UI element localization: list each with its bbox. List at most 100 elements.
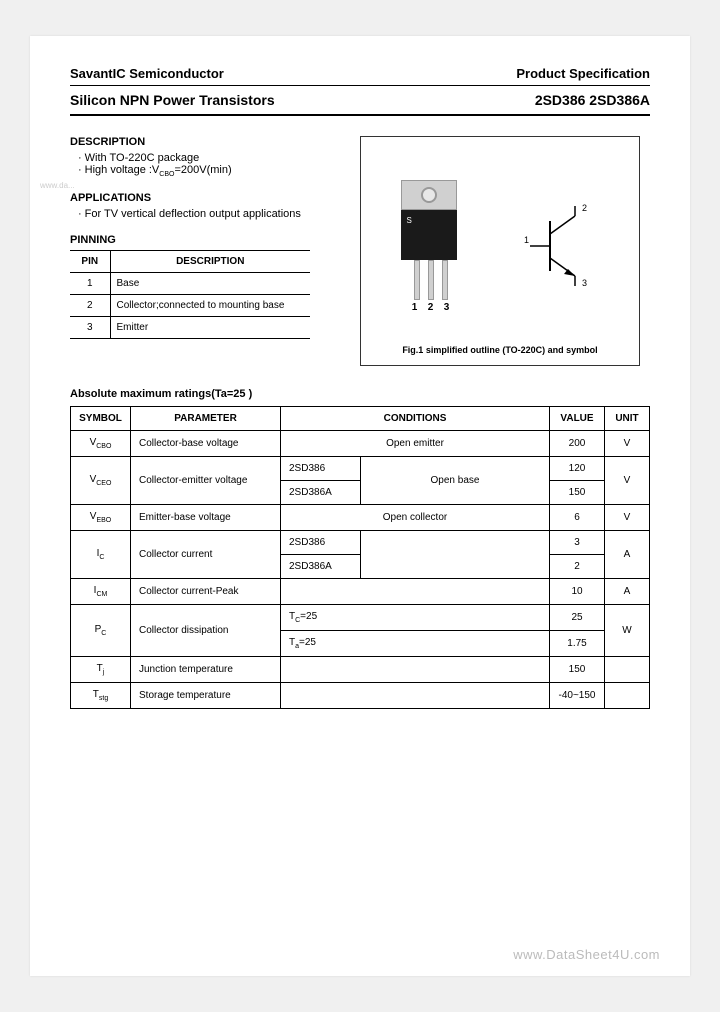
cell-symbol: Tj [71, 657, 131, 683]
cell-param: Collector current-Peak [131, 579, 281, 605]
figure-box: S 1 2 3 2 1 [360, 136, 640, 366]
cell-cond [281, 579, 550, 605]
svg-text:3: 3 [582, 278, 587, 288]
cell-unit: A [605, 579, 650, 605]
description-list: With TO-220C package High voltage :VCBO=… [78, 152, 340, 178]
pin-desc: Collector;connected to mounting base [110, 295, 310, 317]
package-body-label: S [407, 216, 412, 225]
cell-cond [361, 531, 550, 579]
cell-value: 150 [550, 481, 605, 505]
title-row: Silicon NPN Power Transistors 2SD386 2SD… [70, 86, 650, 116]
cell-param: Collector current [131, 531, 281, 579]
pin-num: 3 [70, 317, 110, 339]
cell-cond [281, 683, 550, 709]
svg-text:1: 1 [524, 235, 529, 245]
cell-value: 120 [550, 457, 605, 481]
pin-desc: Emitter [110, 317, 310, 339]
description-title: DESCRIPTION [70, 136, 340, 148]
desc-item: With TO-220C package [78, 152, 340, 164]
cell-param: Collector dissipation [131, 605, 281, 657]
cell-value: 200 [550, 431, 605, 457]
app-item: For TV vertical deflection output applic… [78, 208, 340, 220]
table-row: Tj Junction temperature 150 [71, 657, 650, 683]
top-section: DESCRIPTION With TO-220C package High vo… [70, 136, 650, 366]
cell-value: 10 [550, 579, 605, 605]
datasheet-page: SavantIC Semiconductor Product Specifica… [30, 36, 690, 976]
cell-unit [605, 657, 650, 683]
cell-unit [605, 683, 650, 709]
pinning-title: PINNING [70, 234, 340, 246]
pinning-table: PIN DESCRIPTION 1 Base 2 Collector;conne… [70, 250, 310, 339]
cell-unit: V [605, 431, 650, 457]
cell-value: 6 [550, 505, 605, 531]
to220-package-icon: S 1 2 3 [401, 180, 461, 313]
cell-unit: V [605, 457, 650, 505]
cell-value: 2 [550, 555, 605, 579]
desc-item: High voltage :VCBO=200V(min) [78, 164, 340, 178]
table-row: VEBO Emitter-base voltage Open collector… [71, 505, 650, 531]
cell-symbol: VCBO [71, 431, 131, 457]
footer-watermark: www.DataSheet4U.com [513, 947, 660, 962]
table-row: IC Collector current 2SD386 3 A [71, 531, 650, 555]
left-column: DESCRIPTION With TO-220C package High vo… [70, 136, 340, 366]
cell-cond: Open emitter [281, 431, 550, 457]
col-cond: CONDITIONS [281, 407, 550, 431]
table-row: VCBO Collector-base voltage Open emitter… [71, 431, 650, 457]
ratings-title: Absolute maximum ratings(Ta=25 ) [70, 388, 650, 400]
cell-sub: 2SD386 [281, 457, 361, 481]
cell-value: 1.75 [550, 631, 605, 657]
cell-cond: Open base [361, 457, 550, 505]
table-header-row: PIN DESCRIPTION [70, 251, 310, 273]
table-row: ICM Collector current-Peak 10 A [71, 579, 650, 605]
cell-value: 3 [550, 531, 605, 555]
cell-param: Collector-emitter voltage [131, 457, 281, 505]
part-numbers: 2SD386 2SD386A [535, 92, 650, 108]
cell-unit: V [605, 505, 650, 531]
cell-symbol: IC [71, 531, 131, 579]
applications-title: APPLICATIONS [70, 192, 340, 204]
transistor-symbol-icon: 2 1 3 [520, 201, 600, 291]
cell-value: 150 [550, 657, 605, 683]
company-name: SavantIC Semiconductor [70, 66, 224, 81]
col-pin: PIN [70, 251, 110, 273]
cell-sub: Ta=25 [281, 631, 550, 657]
cell-sub: 2SD386A [281, 555, 361, 579]
table-row: 3 Emitter [70, 317, 310, 339]
col-symbol: SYMBOL [71, 407, 131, 431]
watermark-left: www.da... [40, 181, 75, 190]
figure-content: S 1 2 3 2 1 [371, 147, 629, 345]
ratings-table: SYMBOL PARAMETER CONDITIONS VALUE UNIT V… [70, 406, 650, 709]
table-row: VCEO Collector-emitter voltage 2SD386 Op… [71, 457, 650, 481]
cell-sub: 2SD386A [281, 481, 361, 505]
table-row: 1 Base [70, 273, 310, 295]
cell-symbol: VEBO [71, 505, 131, 531]
cell-symbol: ICM [71, 579, 131, 605]
cell-sub: 2SD386 [281, 531, 361, 555]
table-row: Tstg Storage temperature -40~150 [71, 683, 650, 709]
applications-list: For TV vertical deflection output applic… [78, 208, 340, 220]
cell-cond [281, 657, 550, 683]
cell-value: 25 [550, 605, 605, 631]
product-type: Silicon NPN Power Transistors [70, 92, 275, 108]
cell-symbol: VCEO [71, 457, 131, 505]
pin-num: 2 [70, 295, 110, 317]
pin-desc: Base [110, 273, 310, 295]
col-param: PARAMETER [131, 407, 281, 431]
figure-caption: Fig.1 simplified outline (TO-220C) and s… [402, 345, 597, 355]
cell-param: Storage temperature [131, 683, 281, 709]
table-header-row: SYMBOL PARAMETER CONDITIONS VALUE UNIT [71, 407, 650, 431]
table-row: PC Collector dissipation TC=25 25 W [71, 605, 650, 631]
cell-unit: A [605, 531, 650, 579]
cell-symbol: Tstg [71, 683, 131, 709]
col-desc: DESCRIPTION [110, 251, 310, 273]
cell-param: Junction temperature [131, 657, 281, 683]
cell-cond: Open collector [281, 505, 550, 531]
cell-value: -40~150 [550, 683, 605, 709]
svg-text:2: 2 [582, 203, 587, 213]
spec-label: Product Specification [516, 66, 650, 81]
cell-param: Emitter-base voltage [131, 505, 281, 531]
table-row: 2 Collector;connected to mounting base [70, 295, 310, 317]
cell-param: Collector-base voltage [131, 431, 281, 457]
header: SavantIC Semiconductor Product Specifica… [70, 66, 650, 86]
col-value: VALUE [550, 407, 605, 431]
